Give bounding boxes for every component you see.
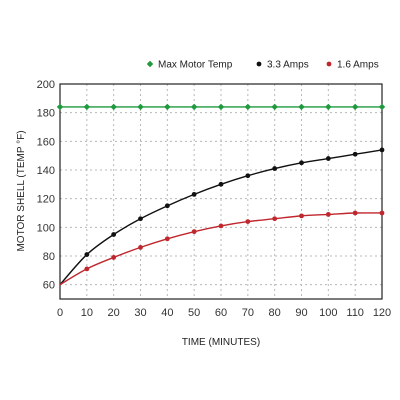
y-tick-label: 120 [37,194,55,206]
data-point [164,103,171,111]
legend-item: 1.6 Amps [326,60,379,71]
y-tick-label: 60 [43,280,55,292]
data-point [56,103,64,111]
data-point [325,103,332,111]
data-point [191,191,197,197]
data-point [298,103,305,111]
data-point [137,103,144,111]
x-tick-label: 0 [57,307,63,319]
data-point [190,103,198,111]
data-point [84,266,90,272]
y-tick-label: 80 [43,251,55,263]
data-point [325,212,331,217]
data-point [352,210,358,216]
data-point [379,210,385,216]
plot-area [59,83,383,300]
data-point [110,103,117,111]
y-axis-title: MOTOR SHELL (TEMP °F) [16,130,27,251]
x-tick-label: 90 [295,307,307,319]
legend-marker [326,61,332,67]
x-tick-label: 110 [346,307,364,319]
data-point [351,103,359,111]
x-tick-label: 50 [188,307,200,319]
legend-item: Max Motor Temp [146,60,233,71]
y-tick-label: 100 [37,222,55,234]
legend-item: 3.3 Amps [256,60,309,71]
y-axis-ticks: 60 80 100 120 140 160 180 200 [37,79,55,292]
x-tick-label: 30 [134,307,146,319]
series-2 [59,210,385,286]
data-point [218,223,224,229]
y-tick-label: 200 [37,79,55,91]
data-point [272,216,278,222]
data-point [245,173,251,179]
data-point [83,103,91,111]
x-tick-label: 40 [161,307,173,319]
legend-label: Max Motor Temp [158,60,233,71]
x-tick-label: 100 [319,307,337,319]
data-point [325,156,331,161]
x-axis-title: TIME (MINUTES) [182,337,260,348]
x-tick-label: 60 [215,307,227,319]
data-point [164,236,170,242]
grid [60,84,382,299]
data-point [138,216,143,222]
x-tick-label: 10 [81,307,93,319]
x-tick-label: 80 [269,307,281,319]
data-point [138,245,143,250]
legend-label: 1.6 Amps [337,60,379,71]
y-tick-label: 180 [37,108,55,120]
data-point [299,213,304,219]
data-point [191,229,197,235]
legend-marker [256,61,262,67]
data-point [352,151,358,157]
x-tick-label: 70 [242,307,254,319]
data-point [111,255,117,260]
series-layer [56,103,386,286]
data-point [244,103,252,111]
data-point [84,252,90,257]
x-tick-label: 20 [108,307,120,319]
legend: Max Motor Temp 3.3 Amps 1.6 Amps [146,60,379,71]
x-tick-label: 120 [373,307,391,319]
x-axis-ticks: 0 10 20 30 40 50 60 70 80 90 100 110 120 [57,307,391,319]
data-point [299,160,304,166]
data-point [217,103,225,111]
y-tick-label: 140 [37,165,55,177]
data-point [164,203,170,209]
series-1 [59,147,385,286]
legend-marker [146,60,154,68]
data-point [378,103,386,111]
data-point [271,103,278,111]
y-tick-label: 160 [37,136,55,148]
data-point [218,181,224,187]
data-point [111,232,117,237]
data-point [245,219,251,225]
data-point [379,147,385,153]
series-0 [56,103,386,111]
legend-label: 3.3 Amps [267,60,309,71]
data-point [272,166,278,171]
